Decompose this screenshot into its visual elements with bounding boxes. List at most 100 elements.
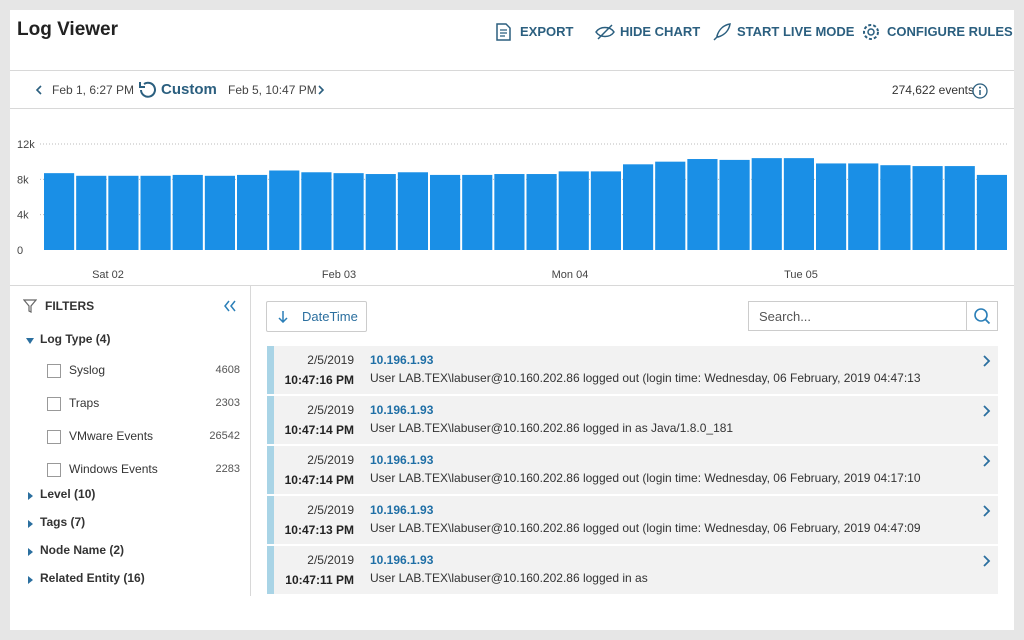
filter-option: VMware Events — [69, 429, 154, 443]
info-icon[interactable] — [972, 83, 988, 99]
log-time: 10:47:14 PM — [284, 423, 354, 437]
row-stripe — [267, 446, 274, 494]
filter-option: Syslog — [69, 363, 106, 377]
next-arrow[interactable] — [316, 84, 326, 96]
bar — [590, 171, 621, 250]
y-tick-label: 4k — [17, 210, 29, 222]
divider — [250, 286, 251, 596]
log-row[interactable]: 2/5/2019 10:47:16 PM 10.196.1.93 User LAB.T… — [267, 346, 998, 394]
expand-toggle[interactable] — [25, 491, 35, 501]
live-mode-button[interactable]: START LIVE MODE — [737, 24, 855, 39]
log-message: User LAB.TEX\labuser@10.160.202.86 logge… — [370, 471, 921, 485]
configure-rules-button[interactable]: CONFIGURE RULES — [887, 24, 1013, 39]
log-source[interactable]: 10.196.1.93 — [370, 353, 434, 367]
filters-title: FILTERS — [45, 299, 95, 313]
bar — [655, 161, 686, 250]
log-time: 10:47:16 PM — [284, 373, 354, 387]
bar — [172, 174, 203, 250]
checkbox[interactable] — [47, 364, 61, 378]
row-chevron[interactable] — [981, 454, 991, 468]
filter-option: Windows Events — [69, 462, 158, 476]
row-chevron[interactable] — [981, 504, 991, 518]
x-tick-label: Mon 04 — [552, 269, 589, 281]
filter-count: 4608 — [215, 364, 240, 376]
log-row[interactable]: 2/5/2019 10:47:13 PM 10.196.1.93 User LAB.T… — [267, 496, 998, 544]
export-button[interactable]: EXPORT — [520, 24, 574, 39]
bar — [237, 174, 268, 250]
hide-chart-icon — [595, 24, 615, 40]
collapse-filters[interactable] — [223, 300, 237, 312]
filter-group[interactable]: Log Type (4) — [40, 332, 111, 346]
row-stripe — [267, 396, 274, 444]
log-source[interactable]: 10.196.1.93 — [370, 453, 434, 467]
expand-toggle[interactable] — [25, 519, 35, 529]
row-stripe — [267, 346, 274, 394]
log-date: 2/5/2019 — [307, 553, 354, 567]
hide-chart-button[interactable]: HIDE CHART — [620, 24, 701, 39]
bar — [912, 166, 943, 250]
reset-icon — [139, 81, 156, 98]
log-date: 2/5/2019 — [307, 503, 354, 517]
checkbox[interactable] — [47, 463, 61, 477]
divider — [10, 285, 1014, 286]
expand-toggle[interactable] — [25, 336, 35, 346]
sort-label: DateTime — [302, 309, 358, 324]
search-icon[interactable] — [973, 307, 991, 325]
log-row[interactable]: 2/5/2019 10:47:14 PM 10.196.1.93 User LAB.T… — [267, 446, 998, 494]
log-row[interactable]: 2/5/2019 10:47:14 PM 10.196.1.93 User LAB.T… — [267, 396, 998, 444]
bar — [204, 175, 235, 250]
histogram: 0 4k 8k 12k Sat 02 Feb 03 Mon 04 Tue 05 — [17, 139, 1008, 281]
log-message: User LAB.TEX\labuser@10.160.202.86 logge… — [370, 521, 921, 535]
triangle — [28, 548, 33, 556]
bar — [430, 174, 461, 250]
bar — [848, 163, 879, 250]
log-viewer: Log Viewer EXPORT HIDE CHART START LIVE … — [10, 10, 1014, 630]
x-tick-label: Sat 02 — [92, 269, 124, 281]
bar — [558, 171, 589, 250]
log-row[interactable]: 2/5/2019 10:47:11 PM 10.196.1.93 User LAB.T… — [267, 546, 998, 594]
expand-toggle[interactable] — [25, 547, 35, 557]
checkbox[interactable] — [47, 397, 61, 411]
bar — [462, 174, 493, 250]
bar — [44, 173, 75, 250]
checkbox[interactable] — [47, 430, 61, 444]
bar — [526, 174, 557, 250]
row-chevron[interactable] — [981, 404, 991, 418]
filter-group[interactable]: Related Entity (16) — [40, 571, 145, 585]
prev-arrow[interactable] — [34, 84, 44, 96]
sort-arrow — [278, 311, 288, 323]
bar — [365, 174, 396, 250]
log-date: 2/5/2019 — [307, 453, 354, 467]
triangle — [28, 492, 33, 500]
log-source[interactable]: 10.196.1.93 — [370, 553, 434, 567]
log-message: User LAB.TEX\labuser@10.160.202.86 logge… — [370, 571, 648, 585]
sort-button[interactable]: DateTime — [266, 301, 367, 332]
event-count-value: 274,622 — [891, 83, 936, 97]
range-preset[interactable]: Custom — [161, 81, 217, 98]
bar — [816, 163, 847, 250]
log-time: 10:47:14 PM — [284, 473, 354, 487]
log-date: 2/5/2019 — [307, 353, 354, 367]
range-end: Feb 5, 10:47 PM — [228, 83, 317, 97]
export-icon — [496, 23, 511, 41]
event-unit: events — [938, 83, 974, 97]
filter-option: Traps — [69, 396, 100, 410]
log-source[interactable]: 10.196.1.93 — [370, 403, 434, 417]
bar — [108, 175, 139, 250]
event-count: 274,622 events — [892, 83, 974, 97]
row-chevron[interactable] — [981, 354, 991, 368]
bar — [76, 175, 107, 250]
log-source[interactable]: 10.196.1.93 — [370, 503, 434, 517]
bar — [783, 158, 814, 250]
filter-group[interactable]: Node Name (2) — [40, 543, 125, 557]
bar — [880, 165, 911, 250]
x-tick-label: Tue 05 — [784, 269, 818, 281]
chevron — [983, 505, 991, 517]
filter-group[interactable]: Tags (7) — [40, 515, 86, 529]
expand-toggle[interactable] — [25, 575, 35, 585]
y-tick-label: 8k — [17, 174, 29, 186]
row-chevron[interactable] — [981, 554, 991, 568]
search-box[interactable]: Search... — [748, 301, 998, 331]
filter-group[interactable]: Level (10) — [40, 487, 96, 501]
